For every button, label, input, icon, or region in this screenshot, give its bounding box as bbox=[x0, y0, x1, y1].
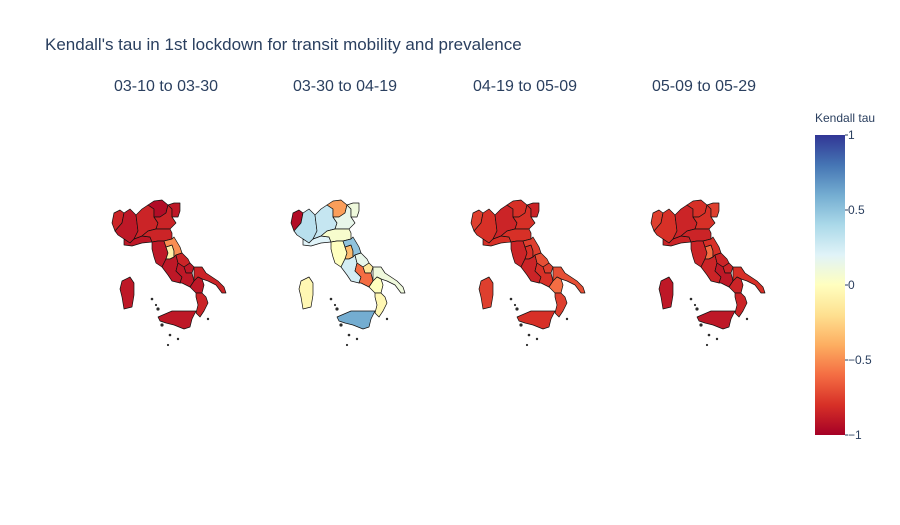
minor-island bbox=[355, 337, 359, 341]
minor-island bbox=[345, 343, 349, 347]
region-sardinia[interactable] bbox=[119, 276, 135, 310]
region-sardinia[interactable] bbox=[658, 276, 674, 310]
region-calabria[interactable] bbox=[195, 292, 209, 318]
minor-island bbox=[525, 343, 529, 347]
minor-island bbox=[333, 303, 337, 307]
region-friuli[interactable] bbox=[706, 202, 720, 218]
minor-island bbox=[693, 303, 697, 307]
minor-island bbox=[385, 317, 389, 321]
minor-island bbox=[715, 337, 719, 341]
minor-island bbox=[745, 317, 749, 321]
minor-island bbox=[519, 323, 523, 327]
minor-island bbox=[339, 323, 343, 327]
region-sardinia[interactable] bbox=[478, 276, 494, 310]
region-calabria[interactable] bbox=[554, 292, 568, 318]
minor-island bbox=[509, 297, 513, 301]
minor-island bbox=[166, 343, 170, 347]
minor-island bbox=[515, 307, 519, 311]
minor-island bbox=[513, 303, 517, 307]
italy-map-2 bbox=[290, 199, 406, 347]
panel-title-3: 04-19 to 05-09 bbox=[473, 78, 577, 95]
chart-title: Kendall's tau in 1st lockdown for transi… bbox=[45, 35, 522, 54]
region-friuli[interactable] bbox=[526, 202, 540, 218]
minor-island bbox=[699, 323, 703, 327]
minor-island bbox=[705, 343, 709, 347]
colorbar-tick-label: 0.5 bbox=[848, 203, 865, 217]
region-basilicata[interactable] bbox=[548, 276, 564, 294]
colorbar-title: Kendall tau bbox=[815, 111, 875, 125]
minor-island bbox=[527, 333, 531, 337]
minor-island bbox=[150, 297, 154, 301]
minor-island bbox=[160, 323, 164, 327]
panel-title-2: 03-30 to 04-19 bbox=[293, 78, 397, 95]
minor-island bbox=[347, 333, 351, 337]
panel-title-1: 03-10 to 03-30 bbox=[114, 78, 218, 95]
region-sicily[interactable] bbox=[336, 310, 376, 330]
region-friuli[interactable] bbox=[346, 202, 360, 218]
minor-island bbox=[565, 317, 569, 321]
region-emilia[interactable] bbox=[500, 228, 532, 243]
region-basilicata[interactable] bbox=[728, 276, 744, 294]
minor-island bbox=[689, 297, 693, 301]
region-sicily[interactable] bbox=[157, 310, 197, 330]
region-emilia[interactable] bbox=[141, 228, 173, 243]
region-friuli[interactable] bbox=[167, 202, 181, 218]
region-sardinia[interactable] bbox=[298, 276, 314, 310]
colorbar-tick-label: −1 bbox=[848, 428, 862, 442]
minor-island bbox=[176, 337, 180, 341]
region-basilicata[interactable] bbox=[368, 276, 384, 294]
minor-island bbox=[707, 333, 711, 337]
italy-map-3 bbox=[470, 199, 586, 347]
panel-title-4: 05-09 to 05-29 bbox=[652, 78, 756, 95]
region-emilia[interactable] bbox=[680, 228, 712, 243]
region-sicily[interactable] bbox=[696, 310, 736, 330]
minor-island bbox=[695, 307, 699, 311]
region-sicily[interactable] bbox=[516, 310, 556, 330]
region-basilicata[interactable] bbox=[189, 276, 205, 294]
map-panels bbox=[111, 199, 766, 347]
minor-island bbox=[154, 303, 158, 307]
region-calabria[interactable] bbox=[374, 292, 388, 318]
colorbar: Kendall tau 1 0.5 0 −0.5 −1 bbox=[815, 111, 875, 442]
minor-island bbox=[329, 297, 333, 301]
region-veneto[interactable] bbox=[332, 204, 356, 230]
minor-island bbox=[156, 307, 160, 311]
colorbar-gradient bbox=[815, 135, 845, 435]
italy-map-1 bbox=[111, 199, 227, 347]
colorbar-tick-label: 0 bbox=[848, 278, 855, 292]
region-calabria[interactable] bbox=[734, 292, 748, 318]
region-veneto[interactable] bbox=[512, 204, 536, 230]
colorbar-tick-label: 1 bbox=[848, 128, 855, 142]
minor-island bbox=[206, 317, 210, 321]
italy-map-4 bbox=[650, 199, 766, 347]
minor-island bbox=[168, 333, 172, 337]
region-emilia[interactable] bbox=[320, 228, 352, 243]
minor-island bbox=[535, 337, 539, 341]
region-veneto[interactable] bbox=[153, 204, 177, 230]
region-veneto[interactable] bbox=[692, 204, 716, 230]
minor-island bbox=[335, 307, 339, 311]
colorbar-tick-label: −0.5 bbox=[848, 353, 872, 367]
